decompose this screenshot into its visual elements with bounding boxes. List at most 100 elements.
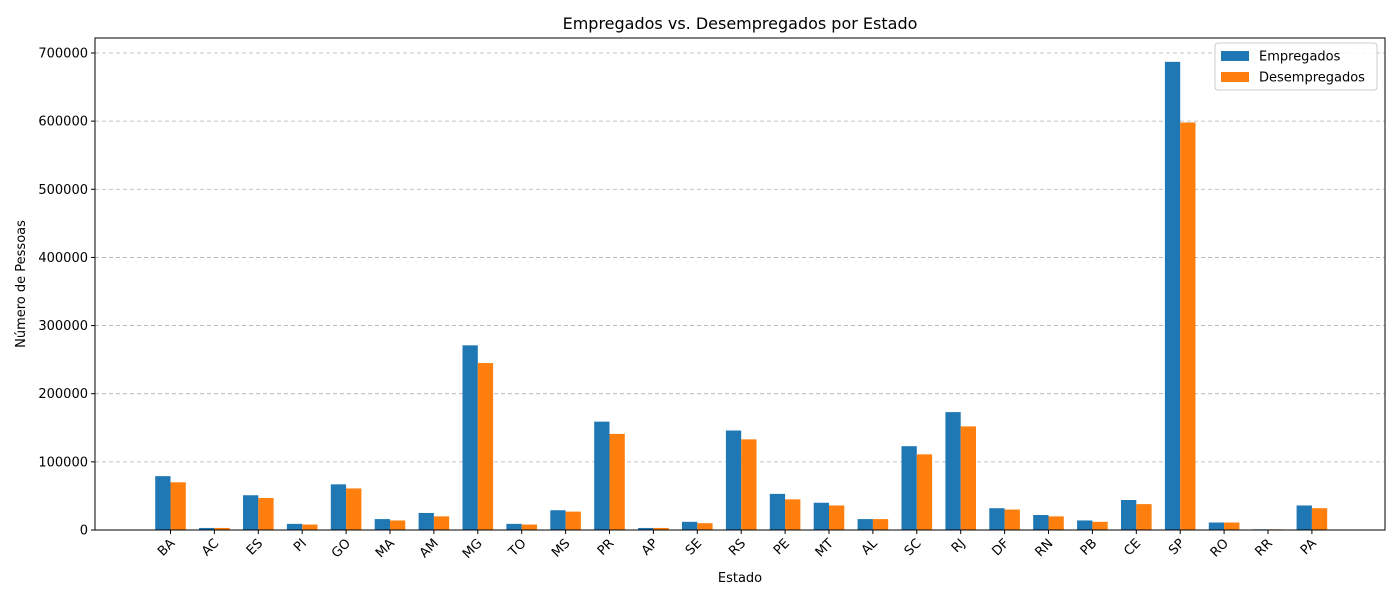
bar-desempregados (214, 527, 230, 530)
bar-desempregados (433, 516, 450, 530)
bar-desempregados (916, 454, 933, 530)
bar-empregados (901, 446, 917, 530)
bar-empregados (857, 519, 873, 530)
x-tick-label: SP (1166, 536, 1188, 558)
x-tick-label: SC (902, 536, 925, 559)
x-tick-label: AM (417, 536, 442, 561)
y-axis-label: Número de Pessoas (14, 220, 29, 348)
x-tick-label: RR (1252, 536, 1275, 559)
bar-empregados (155, 476, 171, 530)
x-tick-label: AL (859, 536, 882, 559)
x-tick-label: GO (329, 536, 354, 561)
bar-empregados (462, 345, 478, 530)
plot-frame (94, 37, 1386, 531)
x-ticks: BA AC ES PI GO MA AM MG TO MS PR AP SE RS PE MT AL SC RJ DF… (155, 530, 1320, 562)
x-tick-label: PA (1298, 536, 1320, 558)
x-tick-label: MT (813, 536, 837, 560)
x-tick-label: AC (199, 536, 222, 559)
bar-empregados (682, 521, 698, 530)
bar-desempregados (1136, 504, 1152, 530)
bar-desempregados (477, 363, 494, 530)
bar-empregados (330, 484, 347, 530)
bar-desempregados (565, 511, 581, 530)
bar-desempregados (346, 488, 362, 530)
bar-desempregados (390, 520, 406, 530)
legend: Empregados Desempregados (1214, 42, 1378, 91)
y-tick-label: 600000 (38, 115, 88, 130)
bar-desempregados (653, 527, 669, 530)
x-tick-label: MA (373, 536, 398, 561)
bar-desempregados (1092, 521, 1108, 530)
bar-empregados (506, 523, 522, 530)
bar-desempregados (697, 523, 713, 530)
bar-empregados (989, 508, 1005, 530)
y-tick-label: 500000 (38, 183, 88, 198)
x-axis-label: Estado (718, 571, 762, 586)
bar-empregados (1164, 61, 1181, 531)
bar-desempregados (258, 497, 274, 530)
bar-empregados (725, 430, 742, 530)
x-tick-label: PB (1078, 536, 1100, 558)
bar-empregados (1033, 515, 1049, 530)
bar-empregados (243, 495, 259, 530)
bar-desempregados (1048, 516, 1064, 530)
bar-desempregados (872, 519, 889, 530)
y-tick-label: 200000 (38, 387, 88, 402)
x-tick-label: RO (1208, 536, 1232, 560)
x-tick-label: ES (244, 536, 266, 558)
x-tick-label: AP (639, 536, 662, 559)
x-tick-label: PR (595, 536, 618, 559)
bar-empregados (769, 493, 786, 530)
bar-desempregados (1004, 509, 1020, 530)
bar-empregados (1077, 520, 1093, 530)
bar-empregados (550, 510, 566, 530)
bar-empregados (813, 502, 829, 530)
y-tick-label: 0 (80, 524, 88, 539)
legend-box (1214, 42, 1378, 91)
x-tick-label: CE (1121, 536, 1144, 559)
legend-swatch (1221, 51, 1249, 61)
x-tick-label: RJ (949, 536, 969, 556)
bar-desempregados (302, 524, 318, 530)
bar-desempregados (1180, 122, 1196, 531)
bar-desempregados (960, 426, 976, 530)
bar-empregados (374, 519, 390, 530)
bar-empregados (1296, 505, 1312, 530)
bar-empregados (418, 512, 434, 530)
x-tick-label: RS (726, 536, 749, 559)
bar-desempregados (170, 482, 186, 530)
x-tick-label: DF (989, 536, 1012, 559)
bar-desempregados (521, 524, 537, 530)
bar-empregados (638, 527, 654, 530)
bar-empregados (199, 527, 215, 530)
legend-label: Empregados (1259, 50, 1341, 65)
y-ticks: 0 100000 200000 300000 400000 500000 600000 700… (38, 46, 95, 539)
chart-title: Empregados vs. Desempregados por Estado (563, 14, 918, 33)
bar-desempregados (785, 499, 801, 530)
x-tick-label: RN (1032, 536, 1056, 560)
bar-empregados (594, 421, 610, 530)
axes (94, 37, 1386, 531)
legend-label: Desempregados (1259, 71, 1365, 86)
bar-empregados (945, 412, 961, 530)
x-tick-label: PI (291, 536, 310, 555)
x-tick-label: SE (683, 536, 705, 558)
y-tick-label: 400000 (38, 251, 88, 266)
bar-empregados (1208, 522, 1225, 530)
bar-empregados (1121, 500, 1137, 530)
bar-desempregados (609, 433, 625, 530)
x-tick-label: MS (549, 536, 573, 560)
bar-desempregados (1224, 522, 1240, 530)
bar-desempregados (741, 439, 757, 530)
x-tick-label: PE (771, 536, 793, 558)
y-tick-label: 100000 (38, 455, 88, 470)
bars-group (155, 61, 1328, 531)
bar-desempregados (829, 505, 845, 530)
x-tick-label: BA (155, 536, 178, 559)
y-tick-label: 300000 (38, 319, 88, 334)
x-tick-label: TO (505, 536, 529, 560)
legend-swatch (1221, 72, 1249, 82)
bar-empregados (286, 523, 303, 530)
